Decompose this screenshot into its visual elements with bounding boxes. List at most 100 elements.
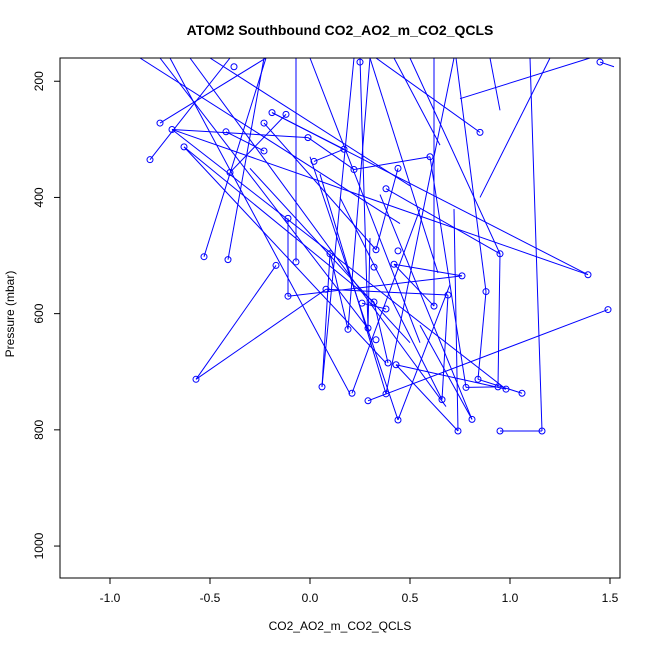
data-point	[260, 147, 268, 155]
series-points	[146, 58, 612, 435]
data-point	[474, 375, 482, 383]
y-tick-label: 1000	[32, 532, 46, 559]
data-point	[272, 261, 280, 269]
series-line-segment	[183, 146, 375, 303]
data-point	[476, 128, 484, 136]
x-axis: -1.0 -0.5 0.0 0.5 1.0 1.5	[100, 577, 619, 605]
series-line-segment	[395, 364, 507, 390]
series-line-segment	[379, 194, 473, 420]
data-point	[538, 427, 546, 435]
data-point	[496, 427, 504, 435]
data-point	[384, 359, 392, 367]
series-line-segment	[465, 386, 499, 388]
data-point	[226, 168, 234, 176]
x-tick-label: -0.5	[200, 591, 221, 605]
series-line-segment	[195, 265, 277, 380]
series-line-segment	[497, 253, 501, 387]
chart-title: ATOM2 Southbound CO2_AO2_m_CO2_QCLS	[187, 22, 494, 38]
data-point	[284, 292, 292, 300]
data-point	[364, 324, 372, 332]
data-point	[192, 375, 200, 383]
series-line-segment	[227, 58, 265, 260]
series-line-segment	[351, 208, 421, 394]
series-line-segment	[489, 58, 501, 111]
series-line-segment	[225, 131, 265, 152]
x-tick-label: -1.0	[100, 591, 121, 605]
series-line-segment	[359, 58, 369, 329]
series-line-segment	[209, 58, 411, 187]
data-point	[372, 246, 380, 254]
series-line-segment	[479, 58, 551, 198]
data-point	[200, 253, 208, 261]
data-point	[394, 247, 402, 255]
data-point	[358, 299, 366, 307]
x-tick-label: 1.5	[602, 591, 619, 605]
data-point	[156, 119, 164, 127]
series-line-segment	[385, 58, 455, 394]
series-line-segment	[309, 58, 421, 343]
data-point	[392, 361, 400, 369]
series-line-segment	[441, 295, 449, 400]
y-tick-label: 600	[32, 303, 46, 323]
series-line-segment	[361, 302, 387, 310]
data-point	[444, 291, 452, 299]
series-line-segment	[321, 253, 331, 387]
data-point	[292, 258, 300, 266]
x-tick-label: 1.0	[502, 591, 519, 605]
series-line-segment	[307, 137, 355, 170]
data-point	[604, 306, 612, 314]
series-line-segment	[353, 156, 431, 171]
series-line-segment	[159, 58, 371, 332]
series-line-segment	[169, 58, 351, 395]
data-point	[268, 109, 276, 117]
series-line-segment	[529, 58, 543, 432]
data-point	[382, 185, 390, 193]
data-point	[230, 63, 238, 71]
series-line-segment	[287, 275, 463, 297]
data-point	[454, 427, 462, 435]
series-line-segment	[159, 58, 267, 124]
data-point	[350, 166, 358, 174]
data-point	[304, 134, 312, 142]
series-line-segment	[393, 58, 441, 146]
data-point	[180, 143, 188, 151]
data-point	[364, 397, 372, 405]
series-line-segment	[459, 58, 591, 100]
series-line-segment	[369, 58, 439, 274]
data-point	[224, 256, 232, 264]
series-line-segment	[375, 58, 481, 133]
series-line-segment	[189, 58, 447, 407]
x-tick-label: 0.0	[302, 591, 319, 605]
data-point	[326, 250, 334, 258]
data-layer	[139, 58, 615, 435]
data-point	[462, 383, 470, 391]
data-point	[518, 389, 526, 397]
data-point	[394, 416, 402, 424]
series-line-segment	[339, 197, 443, 400]
series-line-segment	[203, 58, 267, 257]
series-line-segment	[599, 61, 615, 68]
data-point	[348, 389, 356, 397]
data-point	[370, 263, 378, 271]
data-point	[458, 272, 466, 280]
series-line-segment	[367, 309, 609, 402]
data-point	[168, 125, 176, 133]
data-point	[394, 164, 402, 172]
series-line-segment	[229, 114, 287, 173]
series-line-segment	[393, 263, 463, 277]
series-lines	[139, 58, 615, 432]
x-axis-label: CO2_AO2_m_CO2_QCLS	[269, 619, 412, 633]
series-line-segment	[367, 238, 371, 329]
series-line-segment	[395, 364, 459, 432]
series-line-segment	[393, 263, 435, 307]
series-line-segment	[325, 288, 449, 296]
series-line-segment	[409, 58, 501, 255]
series-line-segment	[453, 209, 459, 432]
data-point	[372, 336, 380, 344]
y-axis-label: Pressure (mbar)	[3, 271, 17, 358]
y-axis: 200 400 600 800 1000	[32, 71, 61, 559]
series-line-segment	[171, 129, 507, 390]
series-line-segment	[183, 146, 387, 364]
